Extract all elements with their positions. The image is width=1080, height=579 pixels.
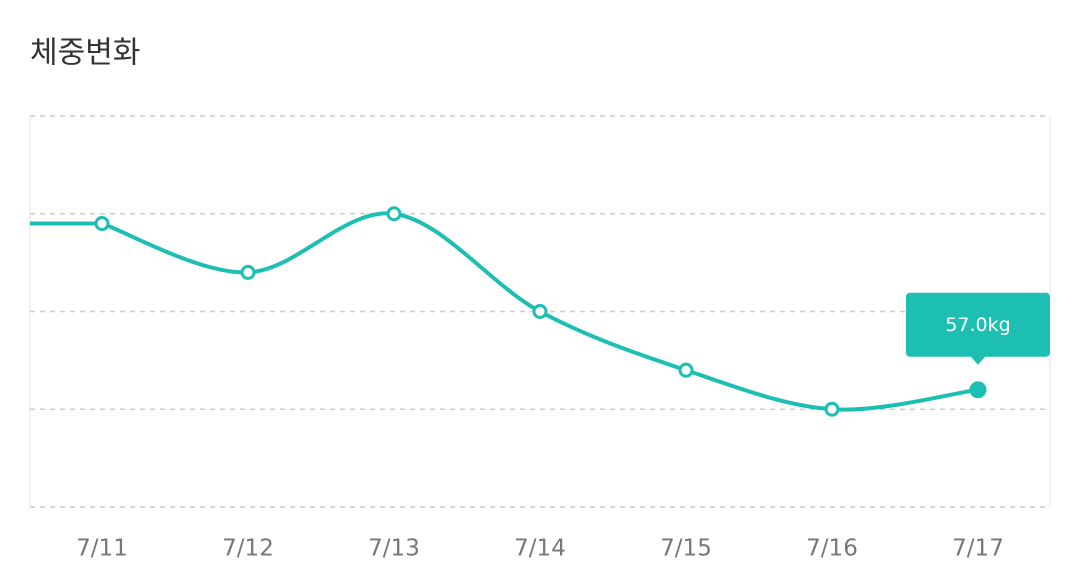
- data-point: [532, 304, 548, 319]
- data-point: [824, 401, 840, 417]
- x-tick-label: 7/14: [514, 536, 566, 562]
- x-tick-label: 7/16: [806, 536, 858, 562]
- x-tick-label: 7/15: [660, 536, 712, 562]
- data-point: [678, 362, 694, 378]
- tooltip-label: 57.0kg: [945, 314, 1010, 336]
- tooltip-arrow: [970, 355, 986, 365]
- tooltip-box: [906, 292, 1050, 357]
- data-point: [240, 264, 256, 280]
- x-tick-label: 7/11: [76, 536, 128, 562]
- x-tick-label: 7/12: [222, 536, 274, 562]
- data-point: [386, 206, 402, 222]
- x-tick-label: 7/17: [952, 536, 1004, 562]
- data-point: [94, 216, 110, 232]
- x-tick-label: 7/13: [368, 536, 420, 562]
- chart-title: 체중변화: [30, 36, 140, 71]
- data-point: [969, 381, 987, 399]
